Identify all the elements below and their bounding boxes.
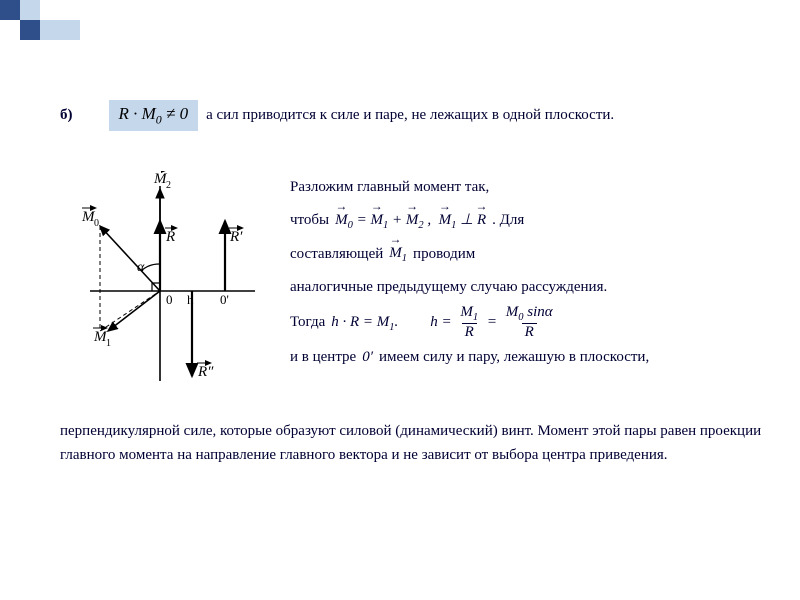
eq3: h · R = M1. — [331, 306, 398, 339]
svg-text:1: 1 — [106, 338, 111, 349]
o-prime: 0′ — [362, 341, 373, 374]
m1-component: M1 — [389, 237, 407, 270]
svg-text:R: R — [165, 229, 175, 245]
eq1: M0 = M1 + M2 , M1 ⊥ R — [335, 204, 486, 237]
rl2b: . Для — [492, 204, 524, 237]
below-paragraph: перпендикулярной силе, которые образуют … — [60, 419, 770, 467]
svg-text:0: 0 — [94, 218, 99, 229]
decorative-squares — [0, 0, 100, 40]
svg-text:0: 0 — [166, 292, 173, 307]
condition-text: R · M0 ≠ 0 — [119, 104, 189, 123]
rl6a: и в центре — [290, 341, 356, 374]
svg-text:2: 2 — [166, 180, 171, 191]
line1-text: а сил приводится к силе и паре, не лежащ… — [206, 107, 614, 124]
h-formula: h = M1R = M0 sinαR — [430, 304, 557, 341]
condition-box: R · M0 ≠ 0 — [109, 100, 199, 131]
svg-text:α: α — [137, 260, 145, 275]
line1: б) R · M0 ≠ 0 а сил приводится к силе и … — [60, 100, 770, 131]
content: б) R · M0 ≠ 0 а сил приводится к силе и … — [60, 100, 770, 467]
rl3b: проводим — [413, 238, 475, 271]
rl2a: чтобы — [290, 204, 329, 237]
rl5a: Тогда — [290, 306, 325, 339]
svg-text:0': 0' — [220, 292, 229, 307]
svg-text:h: h — [187, 292, 194, 307]
rl6b: имеем силу и пару, лежашую в плоскости, — [379, 341, 649, 374]
svg-text:R″: R″ — [197, 364, 214, 380]
right-text: Разложим главный момент так, чтобы M0 = … — [275, 171, 649, 373]
rl3a: составляющей — [290, 238, 383, 271]
label-b: б) — [60, 107, 73, 124]
vector-diagram: M 0 M 1 M 2 R R′ R″ α 0 h 0' — [60, 171, 275, 401]
rl4: аналогичные предыдущему случаю рассужден… — [290, 271, 649, 304]
svg-text:R′: R′ — [229, 229, 243, 245]
